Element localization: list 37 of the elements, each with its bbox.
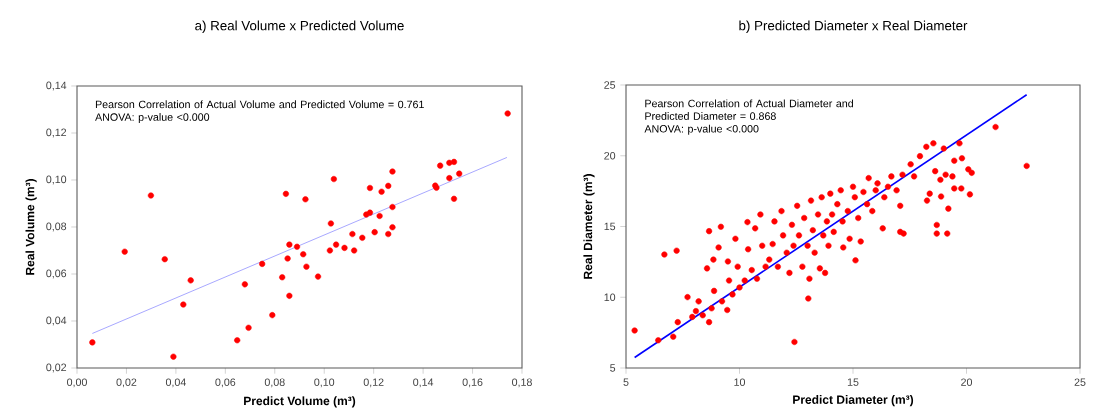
x-axis-title: Predict Volume (m³) [244,396,356,408]
x-axis-title: Predict Diameter (m³) [793,395,914,407]
y-tick-label: 0,02 [46,363,67,373]
x-tick-label: 0,08 [264,378,285,388]
y-tick-label: 0,06 [46,269,67,279]
x-tick-label: 0,18 [512,378,532,388]
y-tick-label: 10 [604,293,616,302]
x-tick-label: 0,14 [413,378,434,388]
x-tick-label: 0,00 [67,378,87,388]
x-tick-label: 20 [961,378,973,386]
y-tick-label: 20 [604,151,616,160]
x-tick-label: 0,10 [314,378,335,388]
y-tick-label: 0,08 [46,222,67,232]
annotation: Pearson Correlation of Actual Volume and Predicted Volume = 0.761 [95,100,424,109]
x-tick-label: 10 [734,378,746,386]
x-tick-label: 25 [1074,378,1086,386]
y-tick-label: 0,12 [46,128,67,138]
y-tick-label: 0,10 [46,175,67,185]
x-tick-label: 0,02 [116,378,137,388]
y-axis-title: Real Diameter (m³) [583,174,595,279]
y-tick-label: 15 [604,222,616,231]
x-tick-label: 5 [623,378,629,386]
annotation: Pearson Correlation of Actual Diameter and Predicted Diameter = 0.868 [645,99,853,120]
x-tick-label: 0,06 [215,378,236,388]
chart-title: a) Real Volume x Predicted Volume [195,20,404,33]
y-tick-label: 5 [610,364,616,372]
x-tick-label: 0,16 [462,378,483,388]
x-tick-label: 0,04 [165,378,186,388]
y-axis-title: Real Volume (m³) [25,179,37,275]
y-tick-label: 0,14 [46,81,67,91]
annotation: ANOVA: p-value <0.000 [644,124,759,135]
x-tick-label: 15 [847,378,859,386]
chart-title: b) Predicted Diameter x Real Diameter [739,20,968,33]
annotation: ANOVA: p-value <0.000 [95,113,210,123]
y-tick-label: 25 [604,81,616,89]
y-tick-label: 0,04 [46,316,67,326]
x-tick-label: 0,12 [363,378,384,388]
